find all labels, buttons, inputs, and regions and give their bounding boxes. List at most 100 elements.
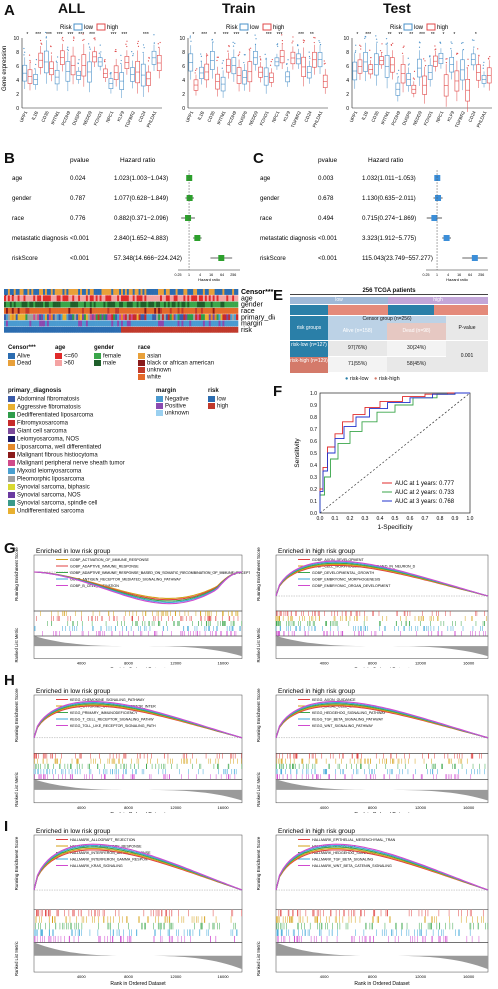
heat-cell	[210, 326, 213, 333]
heat-cell	[132, 326, 135, 333]
outlier	[132, 53, 134, 55]
heat-cell	[107, 314, 110, 321]
heat-cell	[216, 314, 219, 321]
heat-cell	[39, 301, 42, 308]
heat-cell	[121, 326, 124, 333]
heat-cell	[183, 326, 186, 333]
metric-ylabel: Ranked List Metric	[14, 772, 19, 807]
row-var: gender	[12, 195, 31, 202]
heat-cell	[158, 295, 161, 302]
heat-cell	[122, 314, 126, 321]
heat-cell	[124, 320, 128, 327]
outlier	[259, 56, 261, 58]
heat-cell	[232, 301, 235, 308]
risk-high-label: high	[437, 25, 448, 31]
outlier	[412, 77, 415, 79]
heat-cell	[111, 295, 114, 302]
heat-cell	[197, 301, 200, 308]
heat-cell	[222, 307, 225, 314]
heat-cell	[105, 295, 108, 302]
set-legend-label: HALLMARK_KRAS_SIGNALING	[70, 864, 123, 868]
outlier	[45, 31, 47, 34]
heat-cell	[113, 314, 116, 321]
outlier	[205, 53, 208, 55]
metric-area	[276, 942, 488, 970]
heat-cell	[95, 314, 98, 321]
heat-cell	[187, 307, 190, 314]
heat-cell	[218, 314, 221, 321]
outlier	[398, 69, 400, 71]
heat-cell	[48, 289, 52, 295]
heat-cell	[105, 301, 108, 308]
outlier	[98, 52, 100, 54]
heat-cell	[87, 301, 91, 308]
outlier	[62, 36, 64, 39]
legend-label: Giant cell sarcoma	[17, 428, 67, 435]
y-tick: 10	[13, 36, 19, 42]
heat-cell	[68, 295, 71, 302]
heat-cell	[165, 295, 169, 302]
heat-cell	[44, 289, 48, 295]
outlier	[319, 43, 322, 46]
heat-cell	[85, 307, 89, 314]
risk-high-swatch	[262, 23, 272, 31]
heat-cell	[140, 295, 143, 302]
heat-cell	[175, 289, 178, 295]
heat-cell	[11, 289, 15, 295]
heat-cell	[103, 320, 106, 327]
heat-cell	[27, 301, 30, 308]
panel-h-left-gsea: Enriched in low risk group Running Enrich…	[14, 688, 243, 813]
heat-cell	[111, 289, 114, 295]
y-tick: 2	[182, 92, 185, 98]
heat-cell	[13, 314, 16, 321]
panel-e-p: 0.001	[446, 341, 488, 372]
heat-cell	[160, 326, 163, 333]
y-tick: 1.0	[310, 391, 317, 397]
panel-label-a: A	[4, 2, 15, 19]
risk-legend-title: Risk	[390, 25, 403, 31]
heat-cell	[220, 326, 223, 333]
heat-cell	[200, 314, 204, 321]
heat-cell	[208, 295, 211, 302]
swatch	[8, 459, 15, 466]
heat-cell	[68, 320, 71, 327]
heat-cell	[179, 301, 182, 308]
outlier	[277, 45, 279, 47]
heat-cell	[119, 314, 122, 321]
es-curve	[275, 564, 489, 597]
heat-cell	[171, 320, 174, 327]
heat-cell	[64, 295, 67, 302]
heat-cell	[19, 301, 22, 308]
heat-cell	[99, 289, 102, 295]
heat-cell	[117, 314, 120, 321]
heat-cell	[210, 295, 213, 302]
outlier	[418, 46, 421, 48]
heat-cell	[197, 314, 200, 321]
outlier	[457, 52, 459, 55]
x-axis-label: 1-Specificity	[377, 524, 413, 531]
heat-cell	[37, 295, 40, 302]
x-tick: 0.8	[437, 516, 444, 522]
heat-cell	[146, 326, 149, 333]
heat-cell	[82, 314, 85, 321]
heat-cell	[136, 295, 139, 302]
outlier	[189, 37, 191, 39]
heat-cell	[5, 307, 9, 314]
panel-e-censor-group: Censor group (n=256)	[328, 316, 446, 323]
heat-cell	[206, 295, 210, 302]
heat-cell	[101, 320, 104, 327]
outlier	[423, 58, 425, 60]
heat-cell	[87, 320, 91, 327]
outlier	[131, 50, 133, 53]
heat-cell	[11, 326, 15, 333]
heat-cell	[187, 320, 190, 327]
gsea-title: Enriched in low risk group	[36, 548, 111, 555]
outlier	[194, 72, 196, 74]
heat-cell	[202, 326, 206, 333]
heat-cell	[82, 295, 85, 302]
heat-cell	[41, 320, 44, 327]
heat-cell	[43, 320, 46, 327]
heat-cell	[132, 301, 135, 308]
swatch	[94, 360, 101, 366]
legend-label: Positive	[165, 403, 187, 410]
